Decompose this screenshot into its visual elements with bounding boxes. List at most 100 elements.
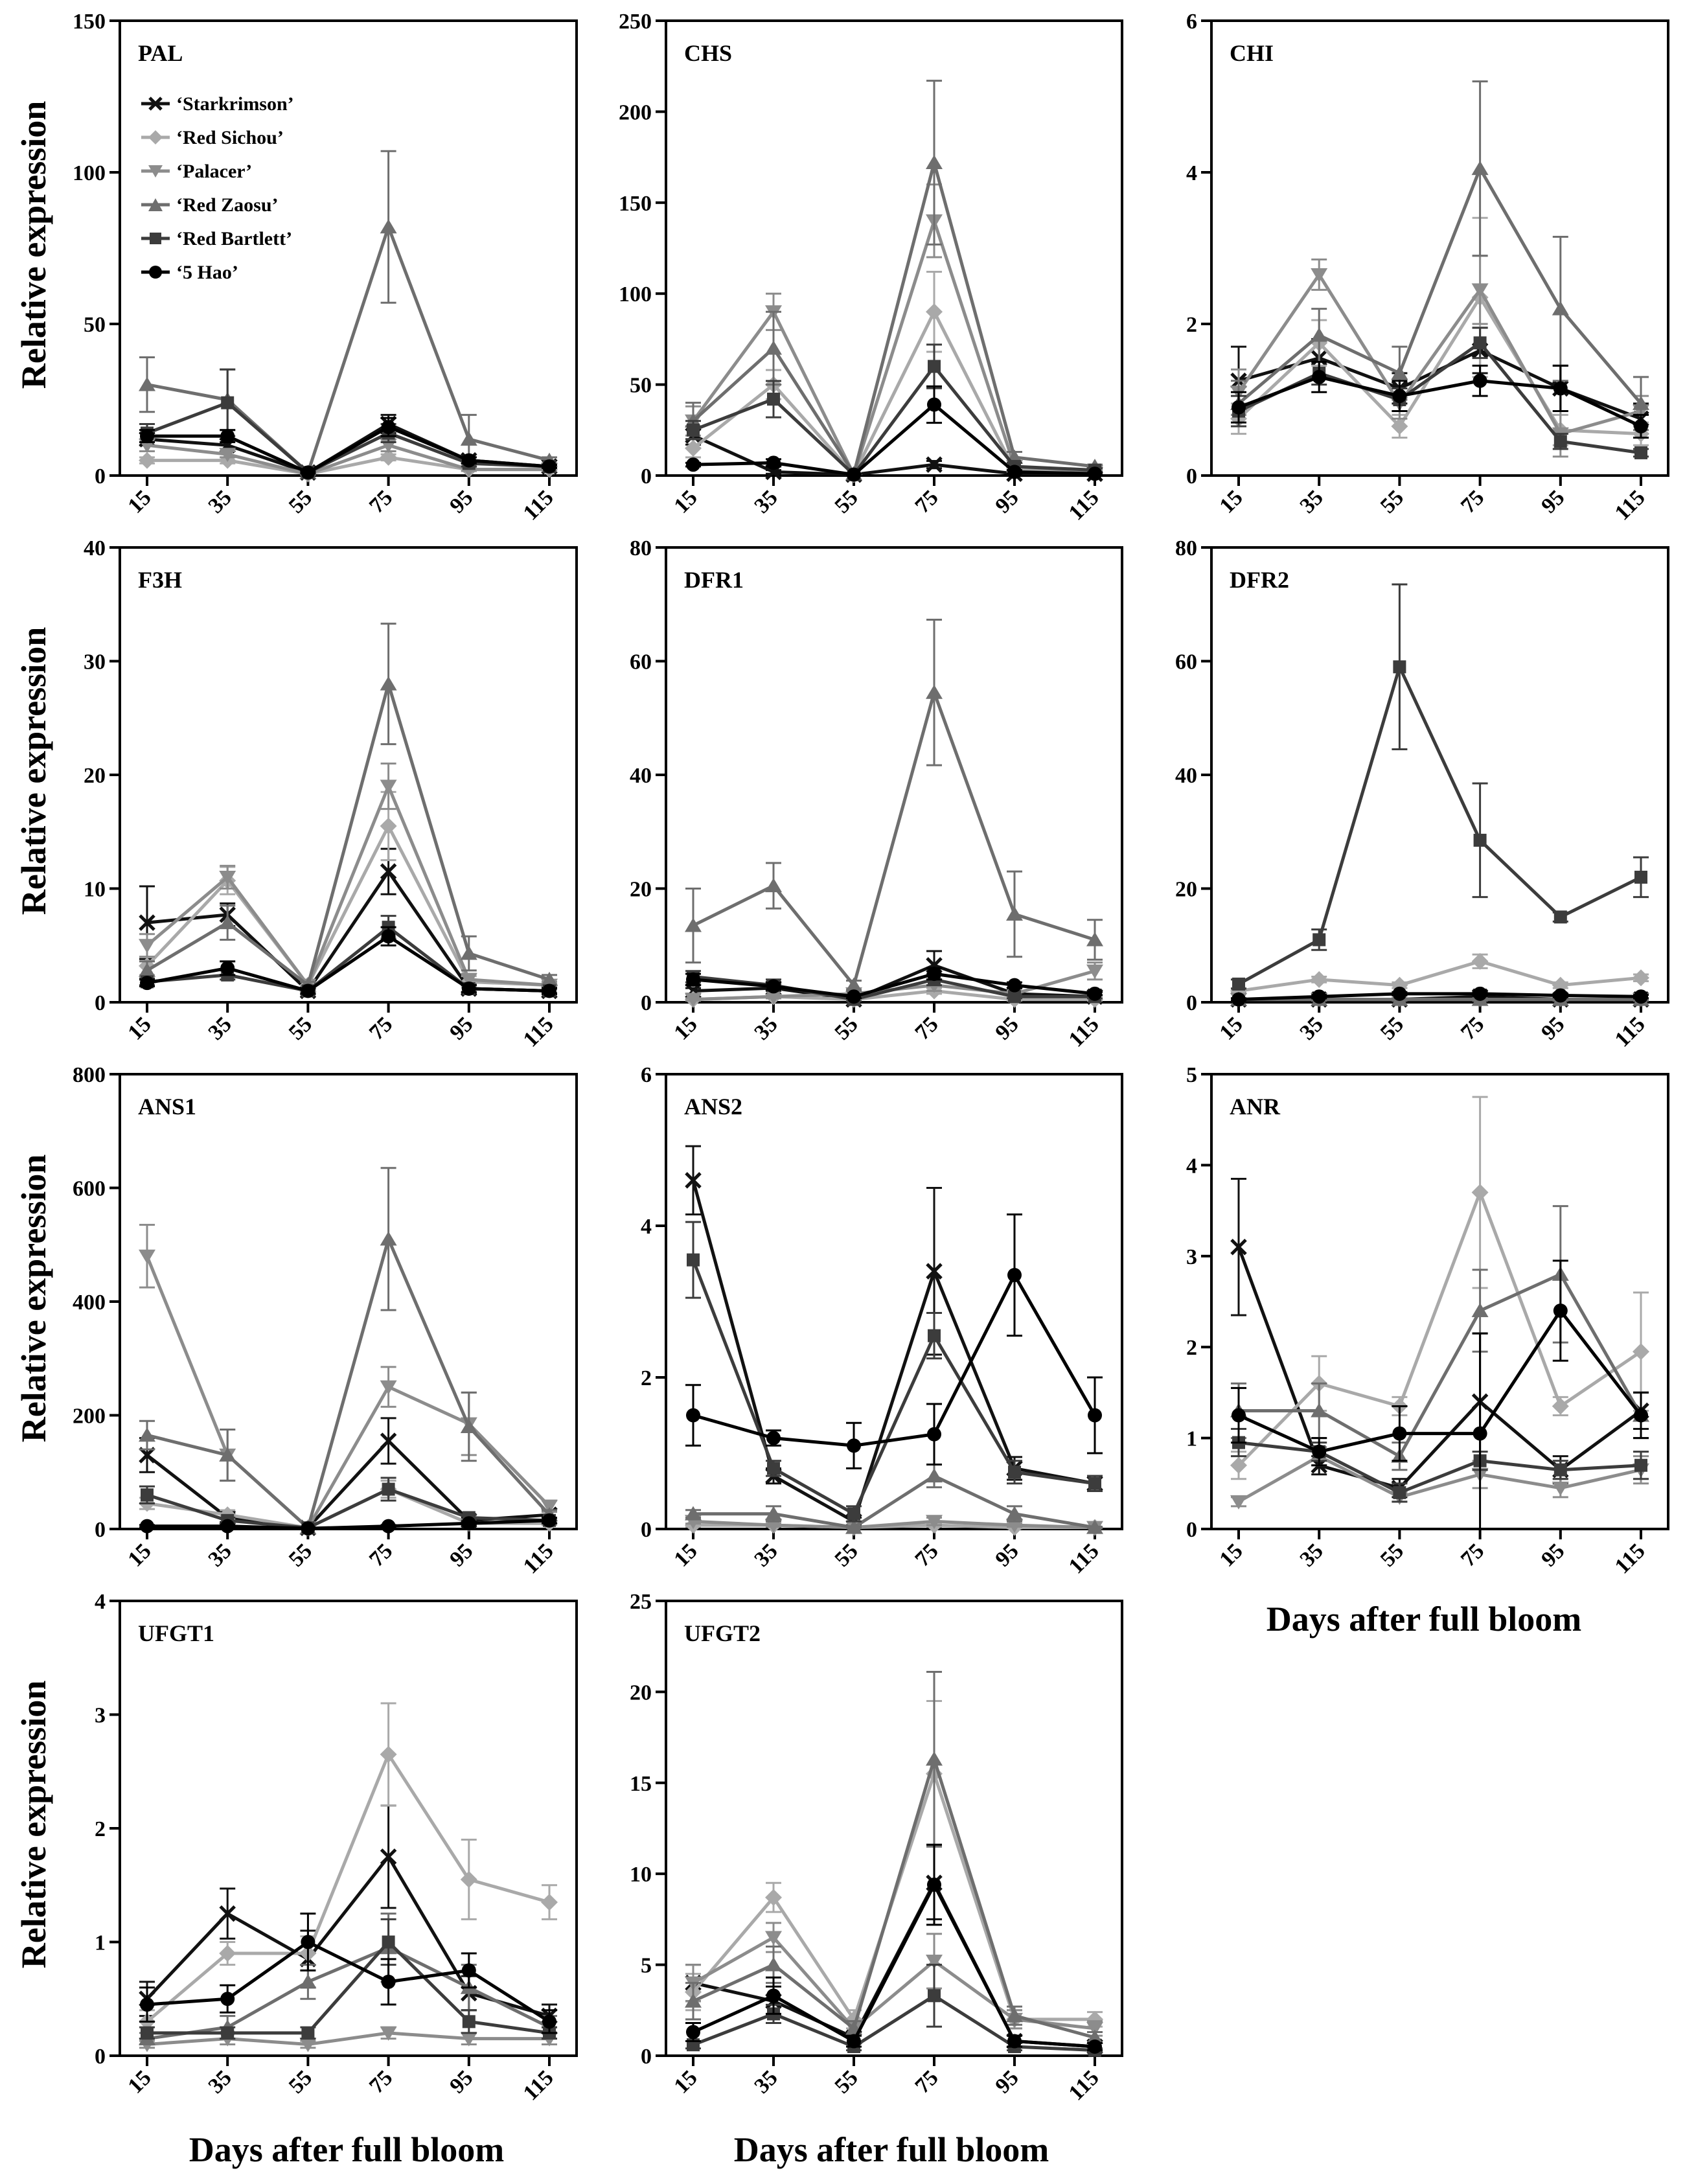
- data-point: [220, 961, 235, 976]
- legend-marker-triangle-down: [148, 165, 163, 178]
- x-tick-label: 115: [1610, 485, 1650, 525]
- series-line: [1237, 341, 1642, 455]
- x-tick-label: 15: [669, 2065, 702, 2098]
- x-axis-label-ufgt2: Days after full bloom: [734, 2130, 1049, 2169]
- data-point: [685, 917, 702, 932]
- data-point: [928, 360, 941, 373]
- series-line: [146, 1946, 551, 2041]
- series-line: [692, 691, 1095, 987]
- data-point: [219, 1447, 236, 1462]
- data-point: [1471, 952, 1489, 970]
- data-point: [926, 1263, 943, 1280]
- panel-frame: [665, 19, 1123, 477]
- data-point: [1232, 400, 1246, 415]
- series-dfr2-4: [1231, 583, 1649, 991]
- data-point: [1553, 988, 1568, 1003]
- series-line: [691, 1180, 1095, 1523]
- data-point: [686, 972, 700, 987]
- data-point: [380, 676, 397, 691]
- series-line: [145, 1255, 551, 1530]
- legend-marker-triangle-up: [148, 198, 163, 211]
- data-point: [460, 1419, 477, 1434]
- x-tick-label: 95: [445, 1539, 477, 1571]
- data-point: [847, 2034, 861, 2049]
- series-ans1-3: [139, 1167, 558, 1535]
- data-point: [847, 1438, 861, 1453]
- series-anr-5: [1231, 1259, 1649, 1530]
- series-anr-1: [1230, 1096, 1649, 1480]
- data-point: [1552, 976, 1569, 994]
- data-point: [1552, 1481, 1569, 1496]
- data-point: [1393, 1486, 1406, 1499]
- panel-frame: [119, 19, 578, 477]
- panel-anr: ANR 0 1 2 3 4 5 15 35 55 75 95 115: [1186, 1063, 1669, 1578]
- series-line: [1238, 992, 1642, 1002]
- data-point: [767, 1462, 780, 1475]
- data-point: [219, 870, 236, 885]
- x-tick-label: 55: [1376, 1012, 1408, 1044]
- data-point: [766, 1988, 781, 2003]
- data-point: [1392, 389, 1407, 404]
- series-line: [693, 402, 1095, 477]
- series-line: [146, 225, 550, 474]
- data-point: [462, 2015, 476, 2029]
- data-point: [766, 979, 781, 994]
- x-tick-label: 75: [365, 1012, 397, 1044]
- series-chi-0: [1230, 327, 1649, 435]
- data-point: [686, 2025, 700, 2040]
- y-tick-label: 800: [73, 1063, 106, 1087]
- y-tick-label: 50: [630, 374, 652, 398]
- data-point: [1553, 910, 1567, 924]
- data-point: [220, 1519, 235, 1534]
- data-point: [1391, 365, 1408, 380]
- x-tick-label: 115: [1064, 1539, 1104, 1578]
- data-point: [139, 1427, 155, 1442]
- data-point: [1230, 1495, 1247, 1510]
- x-tick-label: 115: [1064, 1012, 1104, 1052]
- y-tick-label: 6: [1186, 10, 1197, 34]
- legend-item-palacer: ‘Palacer’: [141, 161, 252, 182]
- series-line: [146, 401, 550, 474]
- panel-frame: [119, 1073, 578, 1530]
- data-point: [219, 1945, 236, 1962]
- x-tick-label: 75: [910, 1012, 943, 1044]
- data-point: [926, 1468, 943, 1483]
- data-point: [380, 1380, 397, 1395]
- data-point: [1473, 1426, 1487, 1441]
- data-point: [220, 429, 235, 444]
- legend-marker-x: [148, 97, 163, 111]
- data-point: [221, 396, 235, 409]
- series-line: [693, 1994, 1095, 2052]
- y-tick-label: 40: [630, 764, 652, 788]
- data-point: [765, 1506, 782, 1521]
- data-point: [1634, 1408, 1648, 1423]
- y-tick-label: 80: [1175, 536, 1197, 560]
- data-point: [380, 2026, 397, 2041]
- data-point: [685, 1172, 702, 1189]
- x-tick-label: 55: [1376, 485, 1408, 518]
- data-point: [847, 467, 861, 482]
- x-tick-label: 15: [669, 1539, 702, 1571]
- series-line: [1237, 295, 1642, 436]
- panel-title: ANR: [1230, 1094, 1281, 1120]
- series-line: [692, 161, 1095, 476]
- y-tick-label: 0: [1186, 465, 1197, 489]
- data-point: [928, 1989, 941, 2003]
- data-point: [1633, 395, 1649, 410]
- panel-frame: [1210, 546, 1669, 1004]
- data-point: [1473, 986, 1487, 1001]
- data-point: [380, 1231, 397, 1246]
- y-tick-label: 50: [84, 313, 106, 337]
- data-point: [1230, 1238, 1247, 1256]
- data-point: [1311, 1403, 1328, 1418]
- y-tick-label: 10: [630, 1863, 652, 1887]
- data-point: [687, 423, 700, 437]
- x-tick-label: 95: [991, 1012, 1023, 1044]
- data-point: [380, 1745, 397, 1763]
- x-tick-label: 75: [1456, 1012, 1489, 1044]
- y-tick-label: 5: [641, 1954, 652, 1978]
- series-f3h-5: [139, 926, 557, 998]
- data-point: [1007, 978, 1022, 993]
- panel-chs: CHS 0 50 100 150 200 250 15 35 55 75 95 115: [619, 10, 1123, 525]
- legend-label-palacer: ‘Palacer’: [176, 161, 252, 182]
